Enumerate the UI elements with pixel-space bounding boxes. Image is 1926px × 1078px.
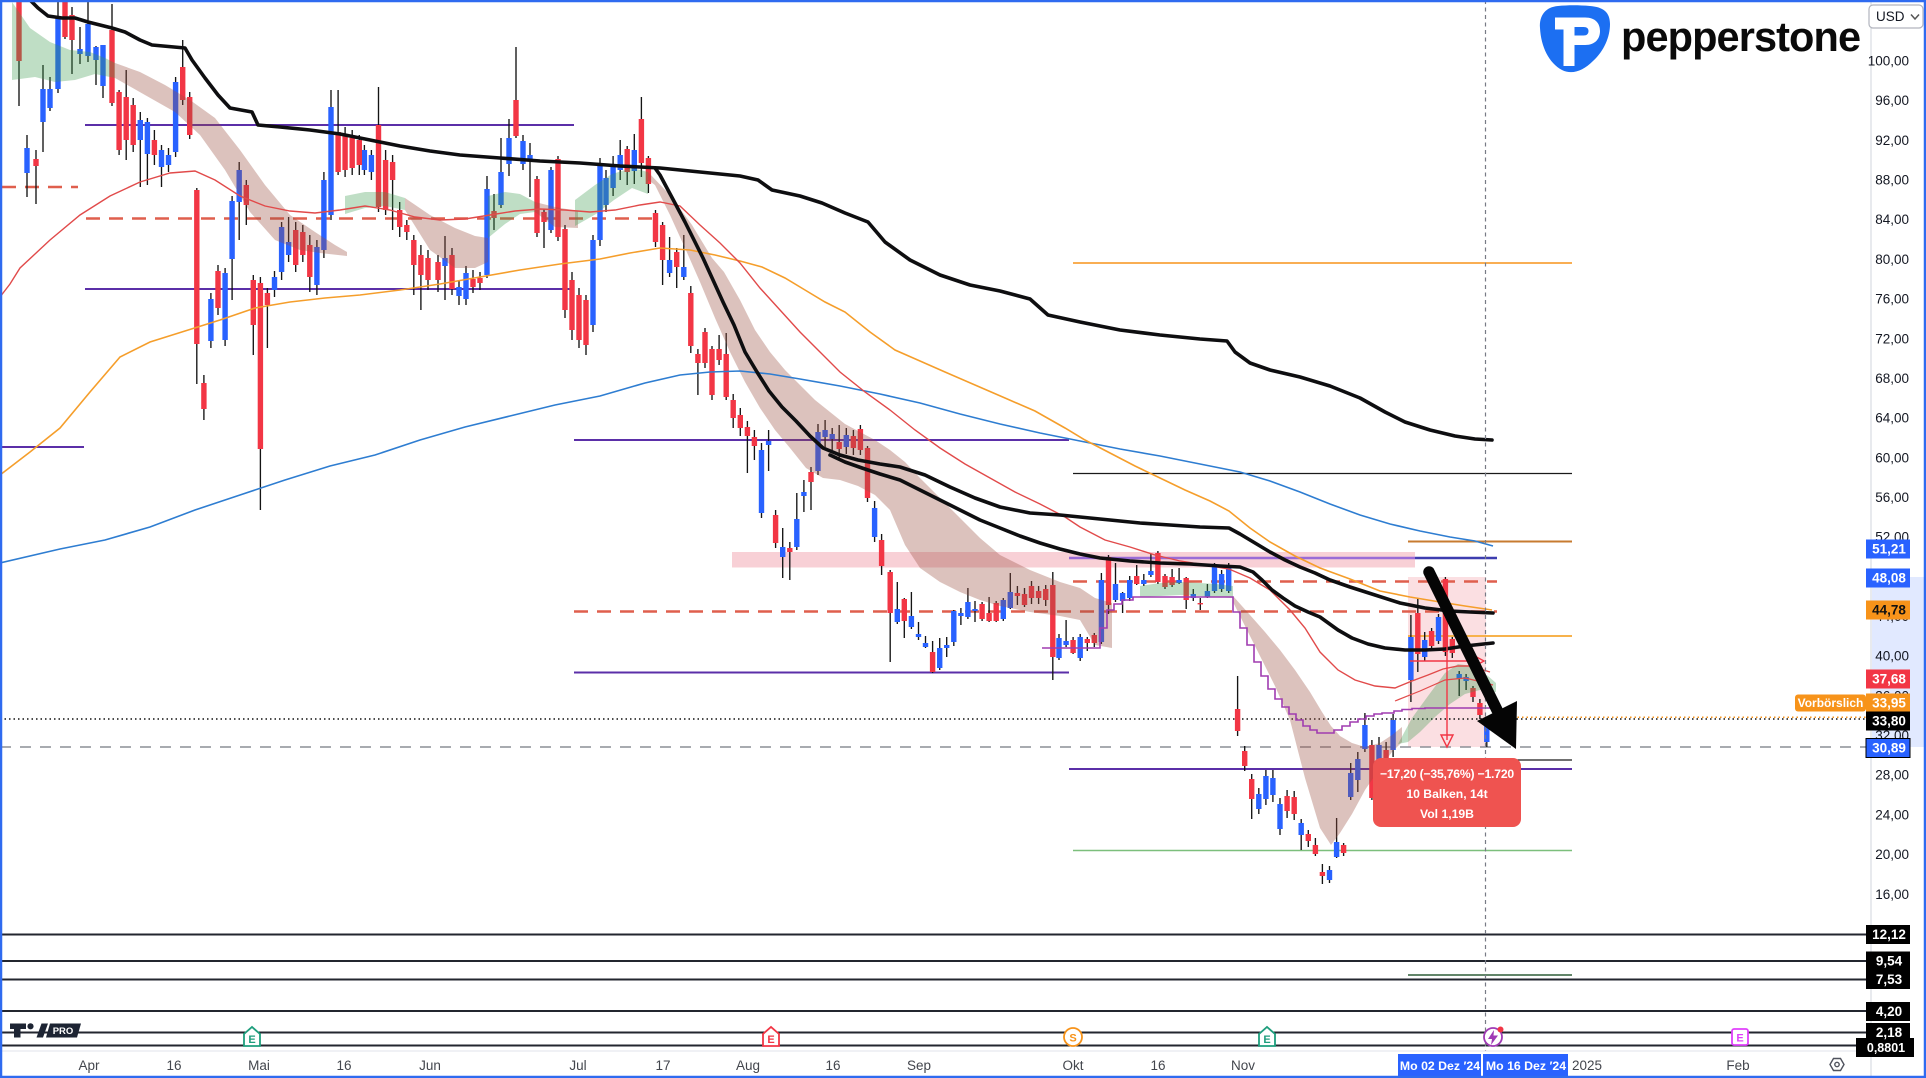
svg-text:80,00: 80,00 [1875,252,1909,267]
svg-text:E: E [767,1034,774,1046]
svg-text:USD: USD [1876,9,1905,24]
svg-text:51,21: 51,21 [1872,542,1906,557]
svg-text:17: 17 [655,1058,670,1073]
svg-text:Nov: Nov [1231,1058,1255,1073]
svg-text:40,00: 40,00 [1875,649,1909,664]
svg-text:88,00: 88,00 [1875,173,1909,188]
svg-text:10 Balken, 14t: 10 Balken, 14t [1406,787,1487,801]
svg-text:0,8801: 0,8801 [1867,1041,1905,1055]
svg-text:68,00: 68,00 [1875,371,1909,386]
svg-text:44,78: 44,78 [1872,603,1906,618]
svg-text:12,12: 12,12 [1872,927,1906,942]
svg-text:E: E [1736,1033,1743,1045]
svg-text:4,20: 4,20 [1876,1004,1902,1019]
svg-text:pepperstone: pepperstone [1621,13,1860,60]
svg-text:16: 16 [825,1058,840,1073]
svg-text:96,00: 96,00 [1875,93,1909,108]
svg-text:16: 16 [1150,1058,1165,1073]
svg-text:28,00: 28,00 [1875,768,1909,783]
svg-text:60,00: 60,00 [1875,450,1909,465]
svg-text:E: E [1263,1034,1270,1046]
svg-text:64,00: 64,00 [1875,411,1909,426]
svg-text:Mai: Mai [248,1058,270,1073]
svg-text:Feb: Feb [1726,1058,1749,1073]
svg-text:−17,20 (−35,76%) −1.720: −17,20 (−35,76%) −1.720 [1380,767,1514,781]
svg-text:Sep: Sep [907,1058,931,1073]
svg-text:Aug: Aug [736,1058,760,1073]
svg-text:48,08: 48,08 [1872,571,1906,586]
svg-text:Mo 02 Dez ′24: Mo 02 Dez ′24 [1400,1059,1480,1073]
svg-text:33,95: 33,95 [1872,696,1906,711]
svg-text:16: 16 [336,1058,351,1073]
svg-text:56,00: 56,00 [1875,490,1909,505]
svg-text:30,89: 30,89 [1872,741,1906,756]
svg-text:16: 16 [166,1058,181,1073]
svg-text:20,00: 20,00 [1875,847,1909,862]
svg-text:Mo 16 Dez ′24: Mo 16 Dez ′24 [1486,1059,1566,1073]
svg-text:Apr: Apr [78,1058,100,1073]
svg-text:24,00: 24,00 [1875,807,1909,822]
svg-text:Jul: Jul [569,1058,586,1073]
svg-text:Vorbörslich: Vorbörslich [1798,696,1864,710]
svg-text:7,53: 7,53 [1876,972,1903,987]
svg-text:Okt: Okt [1062,1058,1083,1073]
svg-text:E: E [248,1034,255,1046]
svg-text:37,68: 37,68 [1872,672,1906,687]
svg-text:33,80: 33,80 [1872,714,1906,729]
svg-text:2025: 2025 [1572,1058,1602,1073]
svg-text:16,00: 16,00 [1875,887,1909,902]
svg-text:92,00: 92,00 [1875,133,1909,148]
svg-text:S: S [1069,1033,1076,1045]
svg-text:84,00: 84,00 [1875,212,1909,227]
svg-text:2,18: 2,18 [1876,1025,1903,1040]
svg-text:72,00: 72,00 [1875,331,1909,346]
svg-text:9,54: 9,54 [1876,954,1903,969]
svg-text:Jun: Jun [419,1058,441,1073]
svg-text:Vol 1,19B: Vol 1,19B [1420,807,1474,821]
svg-text:76,00: 76,00 [1875,292,1909,307]
svg-text:100,00: 100,00 [1868,54,1909,69]
svg-text:PRO: PRO [53,1026,74,1037]
